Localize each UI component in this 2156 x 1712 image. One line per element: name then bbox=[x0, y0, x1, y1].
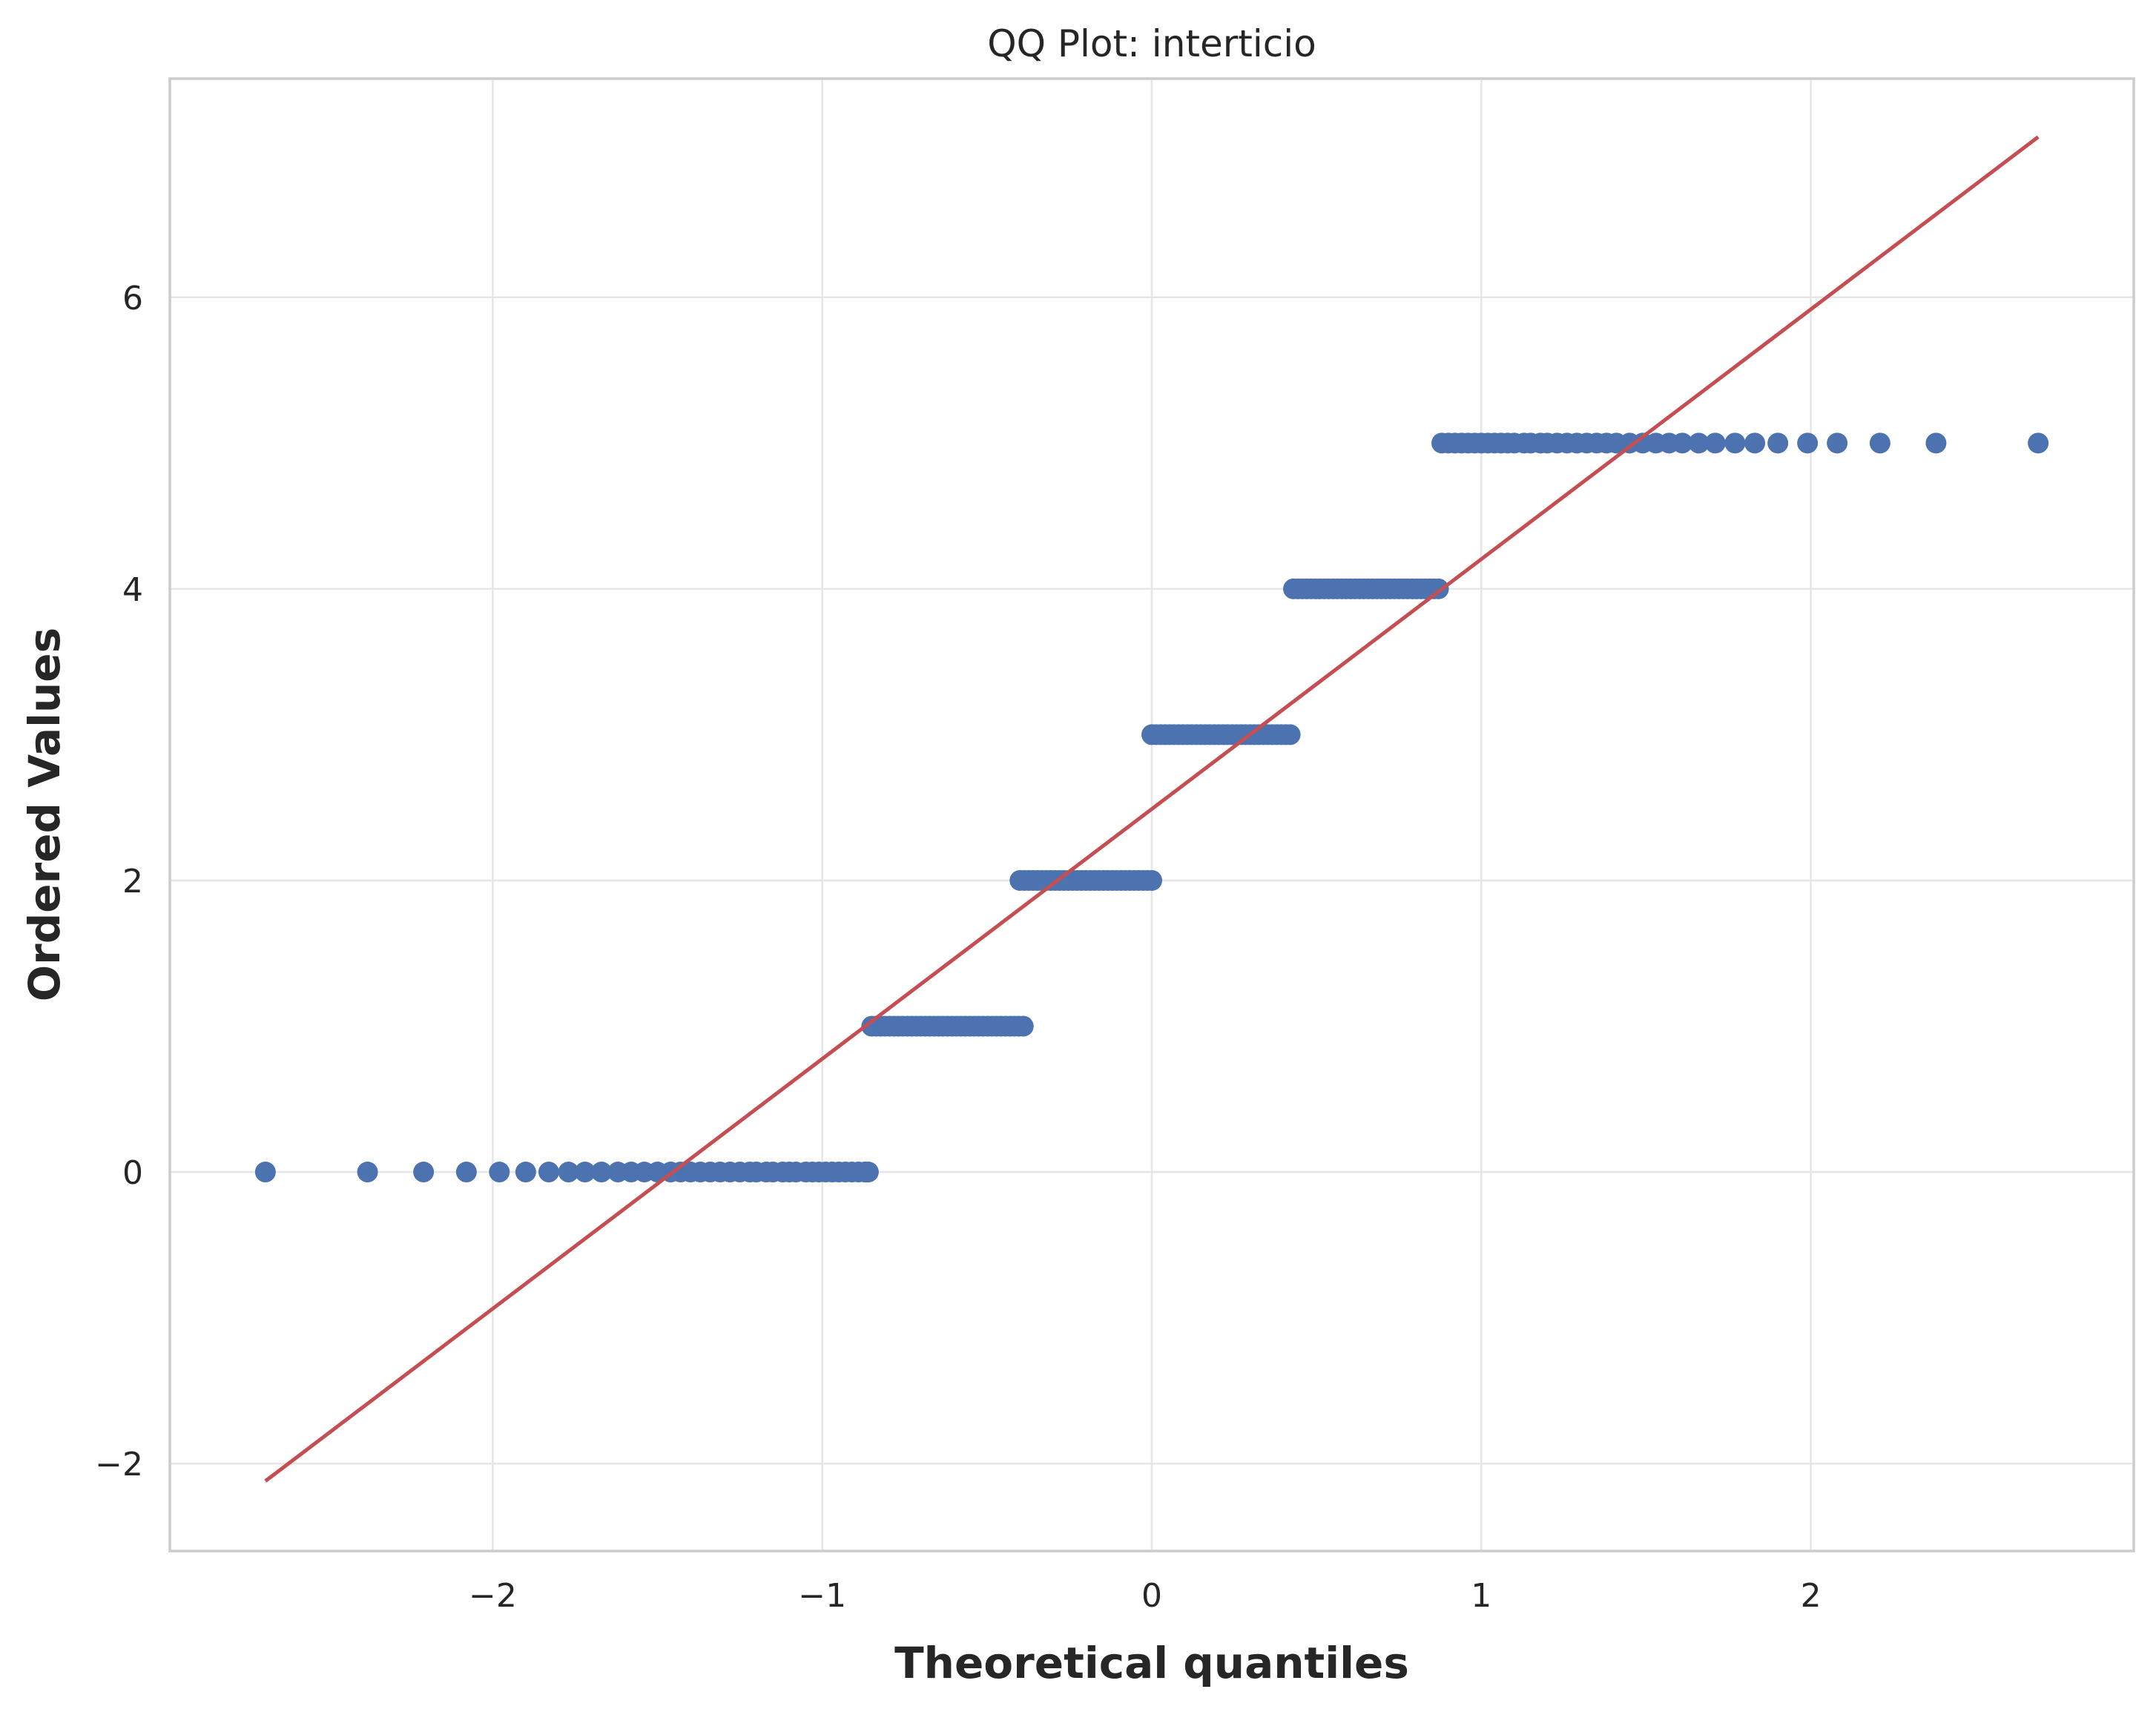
x-tick-label: −2 bbox=[469, 1577, 517, 1615]
data-point bbox=[455, 1162, 477, 1183]
data-point bbox=[1141, 869, 1162, 891]
chart-title: QQ Plot: interticio bbox=[987, 22, 1316, 65]
data-point bbox=[574, 1162, 596, 1183]
data-point bbox=[1925, 432, 1947, 454]
data-point bbox=[1797, 432, 1819, 454]
data-point bbox=[1672, 432, 1693, 454]
data-point bbox=[1279, 724, 1301, 745]
plot-frame bbox=[168, 77, 2135, 1553]
y-tick-label: −2 bbox=[95, 1446, 143, 1484]
data-point bbox=[2028, 432, 2049, 454]
data-point bbox=[1744, 432, 1766, 454]
data-point bbox=[1767, 432, 1789, 454]
data-point bbox=[558, 1162, 579, 1183]
y-tick-label: 4 bbox=[122, 571, 143, 609]
points-layer bbox=[254, 432, 2049, 1183]
x-tick-labels: −2 −1 0 1 2 bbox=[469, 1577, 1822, 1615]
data-point bbox=[1012, 1015, 1034, 1037]
data-point bbox=[1827, 432, 1848, 454]
fit-line-layer bbox=[264, 135, 2040, 1483]
y-tick-label: 0 bbox=[122, 1154, 143, 1192]
y-tick-label: 2 bbox=[122, 863, 143, 901]
x-tick-label: −1 bbox=[798, 1577, 846, 1615]
data-point bbox=[1688, 432, 1710, 454]
x-tick-label: 2 bbox=[1801, 1577, 1822, 1615]
data-point bbox=[591, 1162, 613, 1183]
x-axis-title: Theoretical quantiles bbox=[894, 1638, 1409, 1688]
y-axis-title: Ordered Values bbox=[19, 628, 70, 1001]
data-point bbox=[515, 1162, 536, 1183]
data-point bbox=[1704, 432, 1726, 454]
y-tick-label: 6 bbox=[122, 280, 143, 317]
data-point bbox=[1724, 432, 1746, 454]
y-tick-labels: −2 0 2 4 6 bbox=[95, 280, 143, 1484]
data-point bbox=[254, 1162, 276, 1183]
data-point bbox=[857, 1162, 879, 1183]
data-point bbox=[538, 1162, 559, 1183]
x-tick-label: 1 bbox=[1471, 1577, 1491, 1615]
data-point bbox=[1869, 432, 1890, 454]
data-point bbox=[489, 1162, 510, 1183]
data-point bbox=[413, 1162, 435, 1183]
x-tick-label: 0 bbox=[1141, 1577, 1162, 1615]
data-point bbox=[357, 1162, 378, 1183]
fit-line bbox=[264, 135, 2040, 1483]
